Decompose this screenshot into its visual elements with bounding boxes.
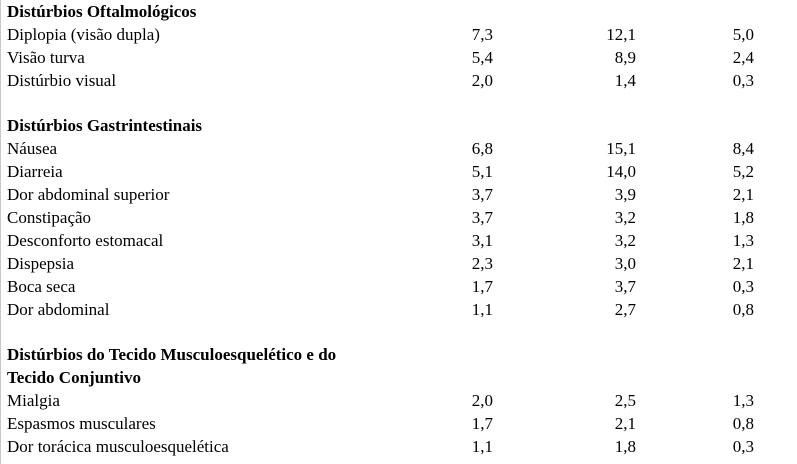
value-col-1: 3,7 xyxy=(471,208,493,227)
value-col-2: 15,1 xyxy=(606,139,636,158)
event-label: Diarreia xyxy=(7,162,63,181)
value-col-3: 5,2 xyxy=(732,162,754,181)
value-col-3: 0,3 xyxy=(732,277,754,296)
event-label: Dor abdominal superior xyxy=(7,185,170,204)
event-label: Dor abdominal xyxy=(7,300,110,319)
value-col-3: 0,8 xyxy=(732,414,754,433)
value-col-1: 1,1 xyxy=(471,437,493,456)
value-col-1: 2,0 xyxy=(471,391,493,410)
value-col-3: 0,3 xyxy=(732,437,754,456)
event-label: Distúrbio visual xyxy=(7,71,117,90)
value-col-1: 6,8 xyxy=(471,139,493,158)
event-label: Diplopia (visão dupla) xyxy=(7,25,160,44)
category-title: Distúrbios Oftalmológicos xyxy=(7,2,197,21)
table-row: Dispepsia 2,3 3,0 2,1 xyxy=(0,252,797,275)
value-col-2: 1,8 xyxy=(614,437,636,456)
event-label: Desconforto estomacal xyxy=(7,231,164,250)
event-label: Mialgia xyxy=(7,391,60,410)
value-col-3: 1,3 xyxy=(732,231,754,250)
value-col-2: 14,0 xyxy=(606,162,636,181)
category-header-row: Tecido Conjuntivo xyxy=(0,366,797,389)
value-col-2: 12,1 xyxy=(606,25,636,44)
value-col-3: 0,8 xyxy=(732,300,754,319)
value-col-1: 1,1 xyxy=(471,300,493,319)
event-label: Dispepsia xyxy=(7,254,75,273)
value-col-1: 1,7 xyxy=(471,414,493,433)
value-col-2: 3,9 xyxy=(614,185,636,204)
value-col-2: 2,5 xyxy=(614,391,636,410)
category-header-row: Distúrbios do Tecido Musculoesquelético … xyxy=(0,343,797,366)
value-col-1: 2,0 xyxy=(471,71,493,90)
value-col-3: 2,1 xyxy=(732,185,754,204)
value-col-2: 3,7 xyxy=(614,277,636,296)
value-col-3: 5,0 xyxy=(732,25,754,44)
category-title: Tecido Conjuntivo xyxy=(7,368,141,387)
table-row: Visão turva 5,4 8,9 2,4 xyxy=(0,46,797,69)
value-col-2: 1,4 xyxy=(614,71,636,90)
value-col-2: 3,2 xyxy=(614,208,636,227)
table-row: Diplopia (visão dupla) 7,3 12,1 5,0 xyxy=(0,23,797,46)
value-col-1: 2,3 xyxy=(471,254,493,273)
value-col-1: 1,7 xyxy=(471,277,493,296)
table-row: Dor abdominal 1,1 2,7 0,8 xyxy=(0,298,797,321)
table-row: Diarreia 5,1 14,0 5,2 xyxy=(0,160,797,183)
category-header-row: Distúrbios Oftalmológicos xyxy=(0,0,797,23)
table-row: Dor abdominal superior 3,7 3,9 2,1 xyxy=(0,183,797,206)
value-col-1: 5,4 xyxy=(471,48,493,67)
value-col-2: 3,0 xyxy=(614,254,636,273)
event-label: Constipação xyxy=(7,208,92,227)
value-col-2: 2,1 xyxy=(614,414,636,433)
value-col-1: 3,1 xyxy=(471,231,493,250)
category-header-row: Distúrbios Gastrintestinais xyxy=(0,114,797,137)
value-col-1: 5,1 xyxy=(471,162,493,181)
value-col-2: 2,7 xyxy=(614,300,636,319)
value-col-1: 3,7 xyxy=(471,185,493,204)
value-col-2: 3,2 xyxy=(614,231,636,250)
value-col-3: 0,3 xyxy=(732,71,754,90)
event-label: Boca seca xyxy=(7,277,76,296)
event-label: Visão turva xyxy=(7,48,85,67)
value-col-1: 7,3 xyxy=(471,25,493,44)
event-label: Náusea xyxy=(7,139,58,158)
category-title: Distúrbios Gastrintestinais xyxy=(7,116,203,135)
value-col-3: 1,3 xyxy=(732,391,754,410)
value-col-3: 2,4 xyxy=(732,48,754,67)
table-row: Constipação 3,7 3,2 1,8 xyxy=(0,206,797,229)
table-row: Dor torácica musculoesquelética 1,1 1,8 0,3 xyxy=(0,435,797,458)
table-row: Boca seca 1,7 3,7 0,3 xyxy=(0,275,797,298)
table-row: Espasmos musculares 1,7 2,1 0,8 xyxy=(0,412,797,435)
table-row: Náusea 6,8 15,1 8,4 xyxy=(0,137,797,160)
event-label: Dor torácica musculoesquelética xyxy=(7,437,229,456)
value-col-3: 8,4 xyxy=(732,139,754,158)
table-row: Mialgia 2,0 2,5 1,3 xyxy=(0,389,797,412)
category-title: Distúrbios do Tecido Musculoesquelético … xyxy=(7,345,337,364)
value-col-2: 8,9 xyxy=(614,48,636,67)
value-col-3: 2,1 xyxy=(732,254,754,273)
value-col-3: 1,8 xyxy=(732,208,754,227)
table-row: Distúrbio visual 2,0 1,4 0,3 xyxy=(0,69,797,92)
left-border-line xyxy=(0,0,1,464)
table-row: Desconforto estomacal 3,1 3,2 1,3 xyxy=(0,229,797,252)
event-label: Espasmos musculares xyxy=(7,414,156,433)
